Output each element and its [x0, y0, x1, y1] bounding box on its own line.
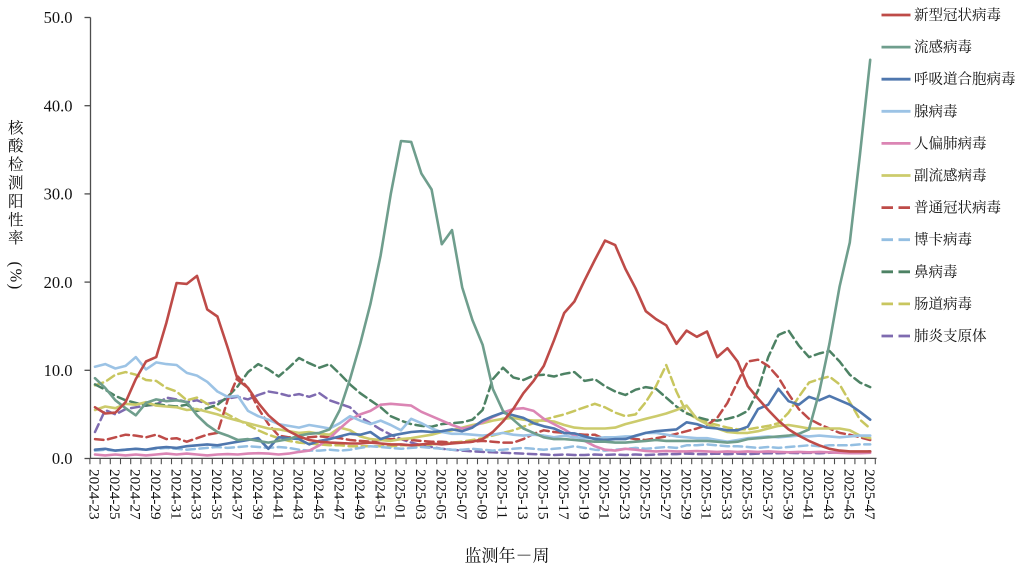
svg-text:2024-25: 2024-25 — [106, 469, 123, 520]
svg-text:2024-45: 2024-45 — [310, 469, 327, 520]
svg-text:2025-01: 2025-01 — [392, 469, 409, 520]
svg-text:2025-19: 2025-19 — [575, 469, 592, 520]
svg-text:40.0: 40.0 — [44, 96, 73, 115]
svg-text:50.0: 50.0 — [44, 8, 73, 27]
svg-text:2025-09: 2025-09 — [473, 469, 490, 520]
svg-text:副流感病毒: 副流感病毒 — [914, 167, 987, 185]
svg-text:肺炎支原体: 肺炎支原体 — [914, 327, 987, 345]
svg-text:2025-23: 2025-23 — [616, 469, 633, 520]
svg-text:率: 率 — [8, 229, 24, 247]
svg-text:2025-29: 2025-29 — [677, 469, 694, 520]
svg-text:2025-43: 2025-43 — [820, 469, 837, 520]
svg-text:鼻病毒: 鼻病毒 — [914, 263, 958, 281]
svg-text:检: 检 — [8, 156, 24, 174]
svg-text:2025-45: 2025-45 — [841, 469, 858, 520]
svg-text:2025-03: 2025-03 — [412, 469, 429, 520]
svg-text:酸: 酸 — [8, 137, 24, 155]
svg-text:2024-41: 2024-41 — [269, 469, 286, 520]
svg-text:新型冠状病毒: 新型冠状病毒 — [914, 6, 1001, 24]
svg-text:呼吸道合胞病毒: 呼吸道合胞病毒 — [914, 71, 1016, 88]
svg-text:2024-43: 2024-43 — [290, 469, 307, 520]
svg-text:测: 测 — [8, 174, 24, 192]
svg-text:流感病毒: 流感病毒 — [914, 38, 972, 56]
svg-text:10.0: 10.0 — [44, 361, 73, 380]
svg-text:2024-33: 2024-33 — [188, 469, 205, 520]
svg-text:普通冠状病毒: 普通冠状病毒 — [914, 200, 1001, 217]
svg-text:监测年－周: 监测年－周 — [465, 546, 550, 566]
svg-text:2024-35: 2024-35 — [208, 469, 225, 520]
svg-text:2025-21: 2025-21 — [596, 469, 613, 520]
svg-text:2025-15: 2025-15 — [535, 469, 552, 520]
svg-text:阳: 阳 — [8, 192, 24, 210]
svg-text:人偏肺病毒: 人偏肺病毒 — [914, 134, 987, 152]
svg-text:2025-11: 2025-11 — [494, 469, 511, 519]
svg-text:2024-29: 2024-29 — [147, 469, 164, 520]
svg-text:2025-31: 2025-31 — [698, 469, 715, 520]
svg-text:20.0: 20.0 — [44, 273, 73, 292]
svg-text:2025-35: 2025-35 — [739, 469, 756, 520]
svg-text:2025-05: 2025-05 — [433, 469, 450, 520]
svg-text:2025-33: 2025-33 — [718, 469, 735, 520]
svg-text:2025-07: 2025-07 — [453, 469, 470, 520]
svg-text:2024-23: 2024-23 — [86, 469, 103, 520]
svg-text:2024-39: 2024-39 — [249, 469, 266, 520]
svg-text:核: 核 — [8, 119, 24, 137]
svg-text:2024-27: 2024-27 — [127, 469, 144, 520]
svg-text:2025-39: 2025-39 — [779, 469, 796, 520]
svg-text:2025-37: 2025-37 — [759, 469, 776, 520]
svg-text:2025-41: 2025-41 — [800, 469, 817, 520]
svg-text:2025-13: 2025-13 — [514, 469, 531, 520]
svg-text:2025-25: 2025-25 — [637, 469, 654, 520]
svg-text:博卡病毒: 博卡病毒 — [914, 231, 972, 249]
svg-text:2024-47: 2024-47 — [331, 469, 348, 520]
svg-text:肠道病毒: 肠道病毒 — [914, 296, 972, 313]
svg-text:2024-49: 2024-49 — [351, 469, 368, 520]
svg-text:2024-51: 2024-51 — [371, 469, 388, 520]
svg-text:30.0: 30.0 — [44, 185, 73, 204]
svg-text:2025-27: 2025-27 — [657, 469, 674, 520]
svg-text:0.0: 0.0 — [52, 449, 73, 468]
svg-text:性: 性 — [8, 211, 24, 229]
svg-text:2024-37: 2024-37 — [229, 469, 246, 520]
svg-text:2025-47: 2025-47 — [861, 469, 878, 520]
svg-text:2024-31: 2024-31 — [167, 469, 184, 520]
svg-text:2025-17: 2025-17 — [555, 469, 572, 520]
svg-text:(%): (%) — [6, 262, 25, 291]
svg-text:腺病毒: 腺病毒 — [914, 103, 958, 120]
